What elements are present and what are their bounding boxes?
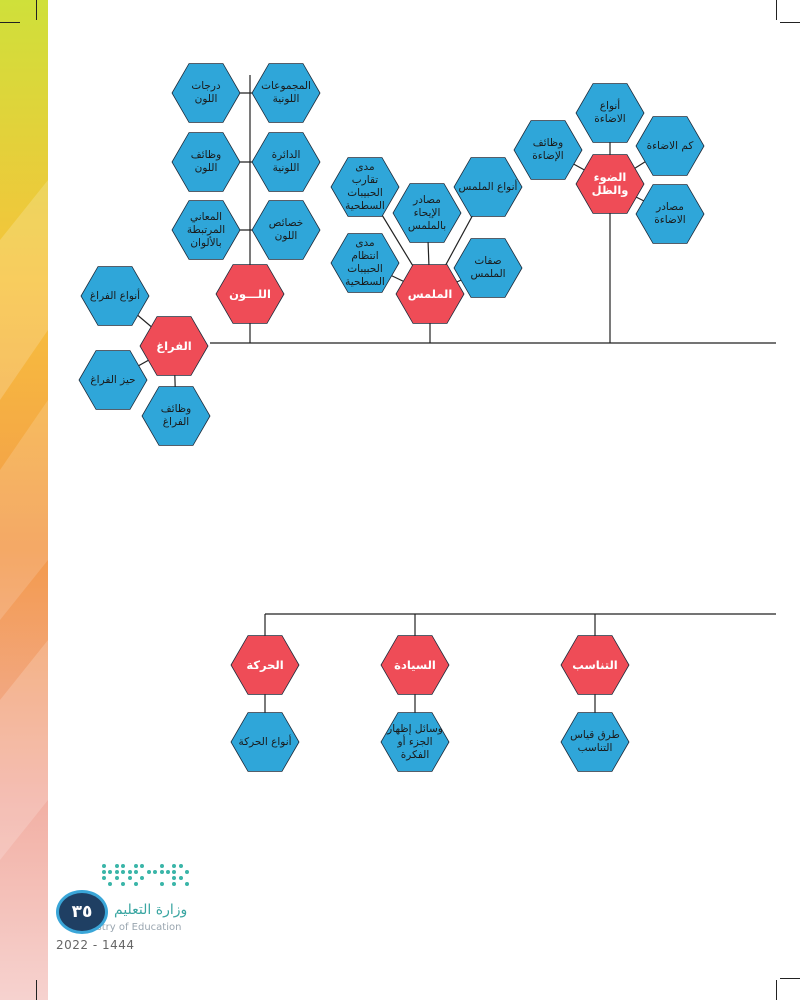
- sub-concept-hexagon-light-types: [576, 84, 644, 143]
- logo-dot: [140, 876, 144, 880]
- logo-dot: [172, 864, 176, 868]
- crop-mark: [36, 0, 37, 20]
- sub-concept-hexagon-space-size: [79, 351, 147, 410]
- logo-dot: [134, 870, 138, 874]
- sub-concept-hexagon-color-groups: [252, 64, 320, 123]
- sub-concept-hexagon-texture-granule-regularity: [331, 234, 399, 293]
- logo-dot: [121, 870, 125, 874]
- logo-dot: [140, 864, 144, 868]
- ministry-logo-dots: [102, 864, 194, 890]
- logo-dot: [115, 864, 119, 868]
- crop-mark: [0, 22, 20, 23]
- sub-concept-hexagon-space-functions: [142, 387, 210, 446]
- sub-concept-hexagon-texture-types: [454, 158, 522, 217]
- logo-dot: [153, 870, 157, 874]
- crop-mark: [776, 980, 777, 1000]
- logo-dot: [102, 864, 106, 868]
- crop-mark: [780, 978, 800, 979]
- sub-concept-hexagon-color-functions: [172, 133, 240, 192]
- crop-mark: [36, 980, 37, 1000]
- logo-dot: [134, 864, 138, 868]
- logo-dot: [147, 870, 151, 874]
- sub-concept-hexagon-proportion-measure: [561, 713, 629, 772]
- logo-dot: [128, 876, 132, 880]
- page-footer: وزارة التعليم Ministry of Education ٣٥ 2…: [56, 860, 206, 960]
- logo-dot: [102, 870, 106, 874]
- logo-dot: [128, 870, 132, 874]
- sub-concept-hexagon-light-functions: [514, 121, 582, 180]
- sub-concept-hexagon-texture-granule-proximity: [331, 158, 399, 217]
- logo-dot: [160, 882, 164, 886]
- logo-dot: [160, 870, 164, 874]
- edition-year: 2022 - 1444: [56, 938, 135, 952]
- crop-mark: [780, 22, 800, 23]
- page-number-badge: ٣٥: [56, 890, 108, 934]
- sub-concept-hexagon-texture-suggestion-sources: [393, 184, 461, 243]
- logo-dot: [134, 882, 138, 886]
- logo-dot: [179, 864, 183, 868]
- ministry-name-arabic: وزارة التعليم: [114, 902, 187, 918]
- logo-dot: [185, 870, 189, 874]
- logo-dot: [160, 864, 164, 868]
- sub-concept-hexagon-light-sources: [636, 185, 704, 244]
- logo-dot: [102, 876, 106, 880]
- sub-concept-hexagon-color-meanings: [172, 201, 240, 260]
- logo-dot: [115, 870, 119, 874]
- logo-dot: [172, 870, 176, 874]
- sub-concept-hexagon-movement-types: [231, 713, 299, 772]
- logo-dot: [185, 882, 189, 886]
- main-concept-hexagon-proportion: [561, 636, 629, 695]
- sub-concept-hexagon-light-amount: [636, 117, 704, 176]
- sub-concept-hexagon-color-wheel: [252, 133, 320, 192]
- main-concept-hexagon-texture: [396, 265, 464, 324]
- logo-dot: [179, 876, 183, 880]
- logo-dot: [172, 882, 176, 886]
- logo-dot: [166, 870, 170, 874]
- sub-concept-hexagon-color-degrees: [172, 64, 240, 123]
- sub-concept-hexagon-color-properties: [252, 201, 320, 260]
- crop-mark: [776, 0, 777, 20]
- logo-dot: [121, 882, 125, 886]
- logo-dot: [115, 876, 119, 880]
- main-concept-hexagon-light: [576, 155, 644, 214]
- main-concept-hexagon-dominance: [381, 636, 449, 695]
- logo-dot: [172, 876, 176, 880]
- sub-concept-hexagon-dominance-means: [381, 713, 449, 772]
- logo-dot: [108, 882, 112, 886]
- logo-dot: [121, 864, 125, 868]
- main-concept-hexagon-color: [216, 265, 284, 324]
- logo-dot: [108, 870, 112, 874]
- main-concept-hexagon-movement: [231, 636, 299, 695]
- sub-concept-hexagon-texture-features: [454, 239, 522, 298]
